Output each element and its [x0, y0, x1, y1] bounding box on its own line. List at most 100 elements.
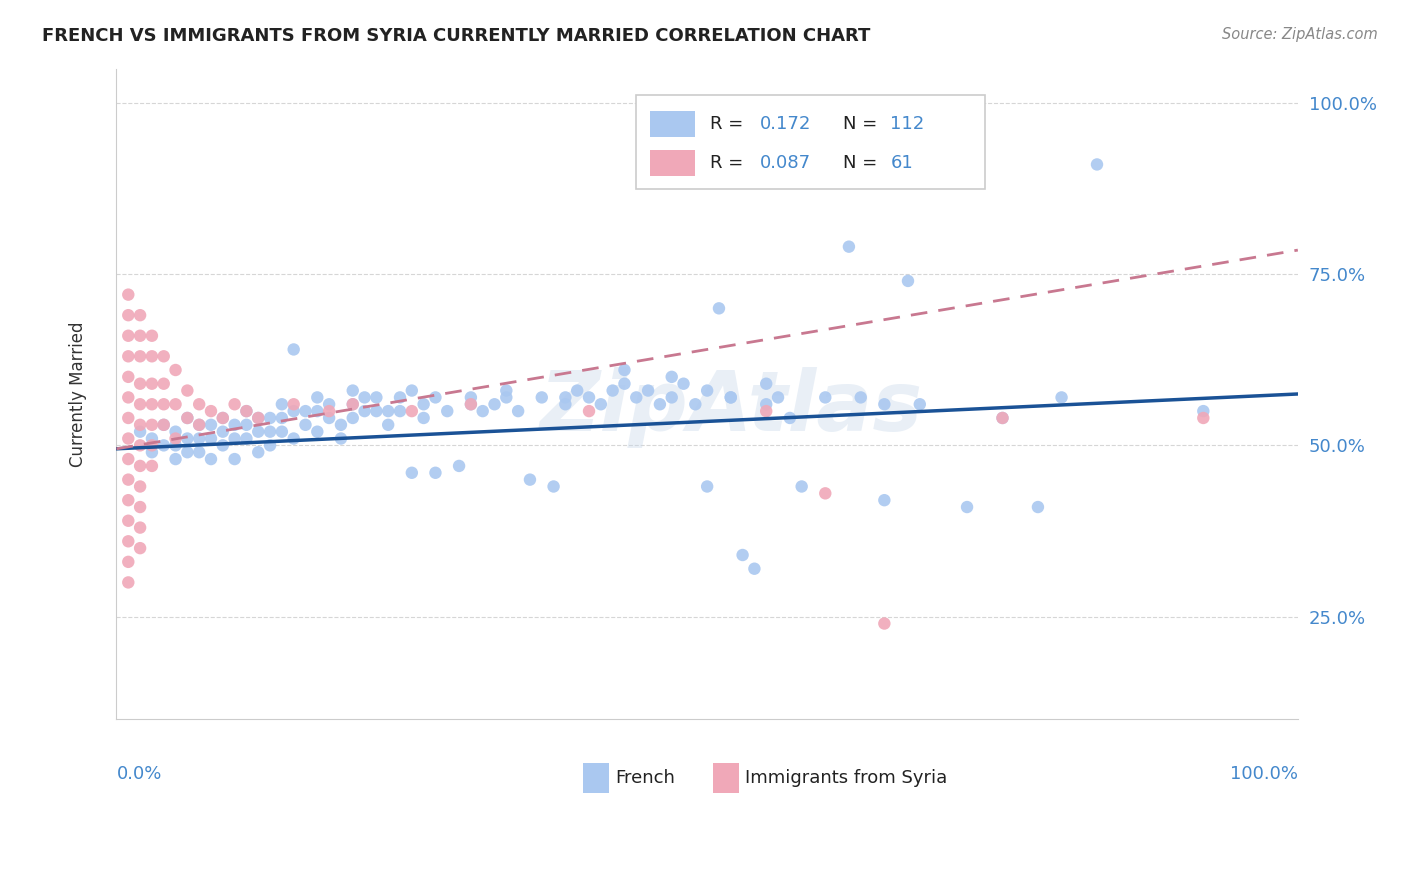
Point	[578, 404, 600, 418]
Text: 0.087: 0.087	[761, 154, 811, 172]
Point	[129, 479, 152, 493]
Point	[176, 445, 198, 459]
Point	[460, 391, 482, 405]
Point	[602, 384, 624, 398]
Point	[1026, 500, 1049, 514]
Point	[849, 391, 872, 405]
Point	[342, 397, 364, 411]
Point	[342, 397, 364, 411]
Point	[508, 404, 530, 418]
Point	[283, 343, 305, 357]
Point	[129, 425, 152, 439]
Point	[744, 562, 766, 576]
Point	[270, 397, 292, 411]
Point	[188, 417, 211, 432]
Point	[129, 397, 152, 411]
Text: 112: 112	[890, 115, 925, 133]
Point	[117, 534, 139, 549]
Point	[388, 404, 411, 418]
Point	[165, 397, 187, 411]
Point	[307, 425, 329, 439]
Point	[141, 328, 163, 343]
Point	[589, 397, 612, 411]
Point	[460, 397, 482, 411]
Point	[814, 486, 837, 500]
Point	[117, 391, 139, 405]
Point	[247, 411, 270, 425]
Point	[731, 548, 754, 562]
Point	[152, 349, 174, 363]
Point	[873, 493, 896, 508]
Point	[353, 391, 375, 405]
Point	[200, 404, 222, 418]
Point	[991, 411, 1014, 425]
Point	[530, 391, 553, 405]
Point	[318, 404, 340, 418]
Point	[129, 541, 152, 556]
Point	[377, 404, 399, 418]
Point	[755, 376, 778, 391]
Point	[270, 425, 292, 439]
Point	[188, 397, 211, 411]
Point	[567, 384, 589, 398]
Point	[235, 404, 257, 418]
Point	[318, 397, 340, 411]
Point	[165, 432, 187, 446]
Point	[129, 376, 152, 391]
Point	[720, 391, 742, 405]
Point	[129, 349, 152, 363]
Point	[259, 438, 281, 452]
Point	[307, 391, 329, 405]
Point	[211, 438, 233, 452]
Bar	[713, 764, 740, 793]
Point	[554, 391, 576, 405]
Point	[425, 391, 447, 405]
Point	[165, 452, 187, 467]
Point	[117, 473, 139, 487]
Point	[188, 445, 211, 459]
Point	[129, 438, 152, 452]
Point	[661, 369, 683, 384]
Point	[460, 397, 482, 411]
Text: 100.0%: 100.0%	[1230, 765, 1298, 783]
Text: N =: N =	[844, 115, 883, 133]
Point	[129, 417, 152, 432]
Point	[401, 404, 423, 418]
Point	[141, 458, 163, 473]
Point	[908, 397, 931, 411]
Point	[366, 391, 388, 405]
Point	[224, 452, 246, 467]
Point	[873, 397, 896, 411]
Point	[495, 384, 517, 398]
Point	[329, 432, 352, 446]
Point	[637, 384, 659, 398]
Text: R =: R =	[710, 154, 748, 172]
Point	[294, 417, 316, 432]
Text: Immigrants from Syria: Immigrants from Syria	[745, 769, 948, 787]
Point	[388, 391, 411, 405]
Point	[211, 411, 233, 425]
Point	[766, 391, 789, 405]
FancyBboxPatch shape	[637, 95, 984, 189]
Point	[117, 514, 139, 528]
Point	[318, 411, 340, 425]
Point	[247, 411, 270, 425]
Point	[117, 349, 139, 363]
Point	[224, 417, 246, 432]
Point	[247, 425, 270, 439]
Point	[129, 520, 152, 534]
Point	[519, 473, 541, 487]
Point	[897, 274, 920, 288]
Point	[117, 328, 139, 343]
Point	[648, 397, 671, 411]
Point	[117, 369, 139, 384]
Point	[329, 417, 352, 432]
Point	[117, 432, 139, 446]
Point	[117, 308, 139, 322]
Text: ZipAtlas: ZipAtlas	[540, 367, 922, 448]
Point	[720, 391, 742, 405]
Point	[613, 363, 636, 377]
Point	[436, 404, 458, 418]
Point	[425, 466, 447, 480]
Point	[176, 384, 198, 398]
